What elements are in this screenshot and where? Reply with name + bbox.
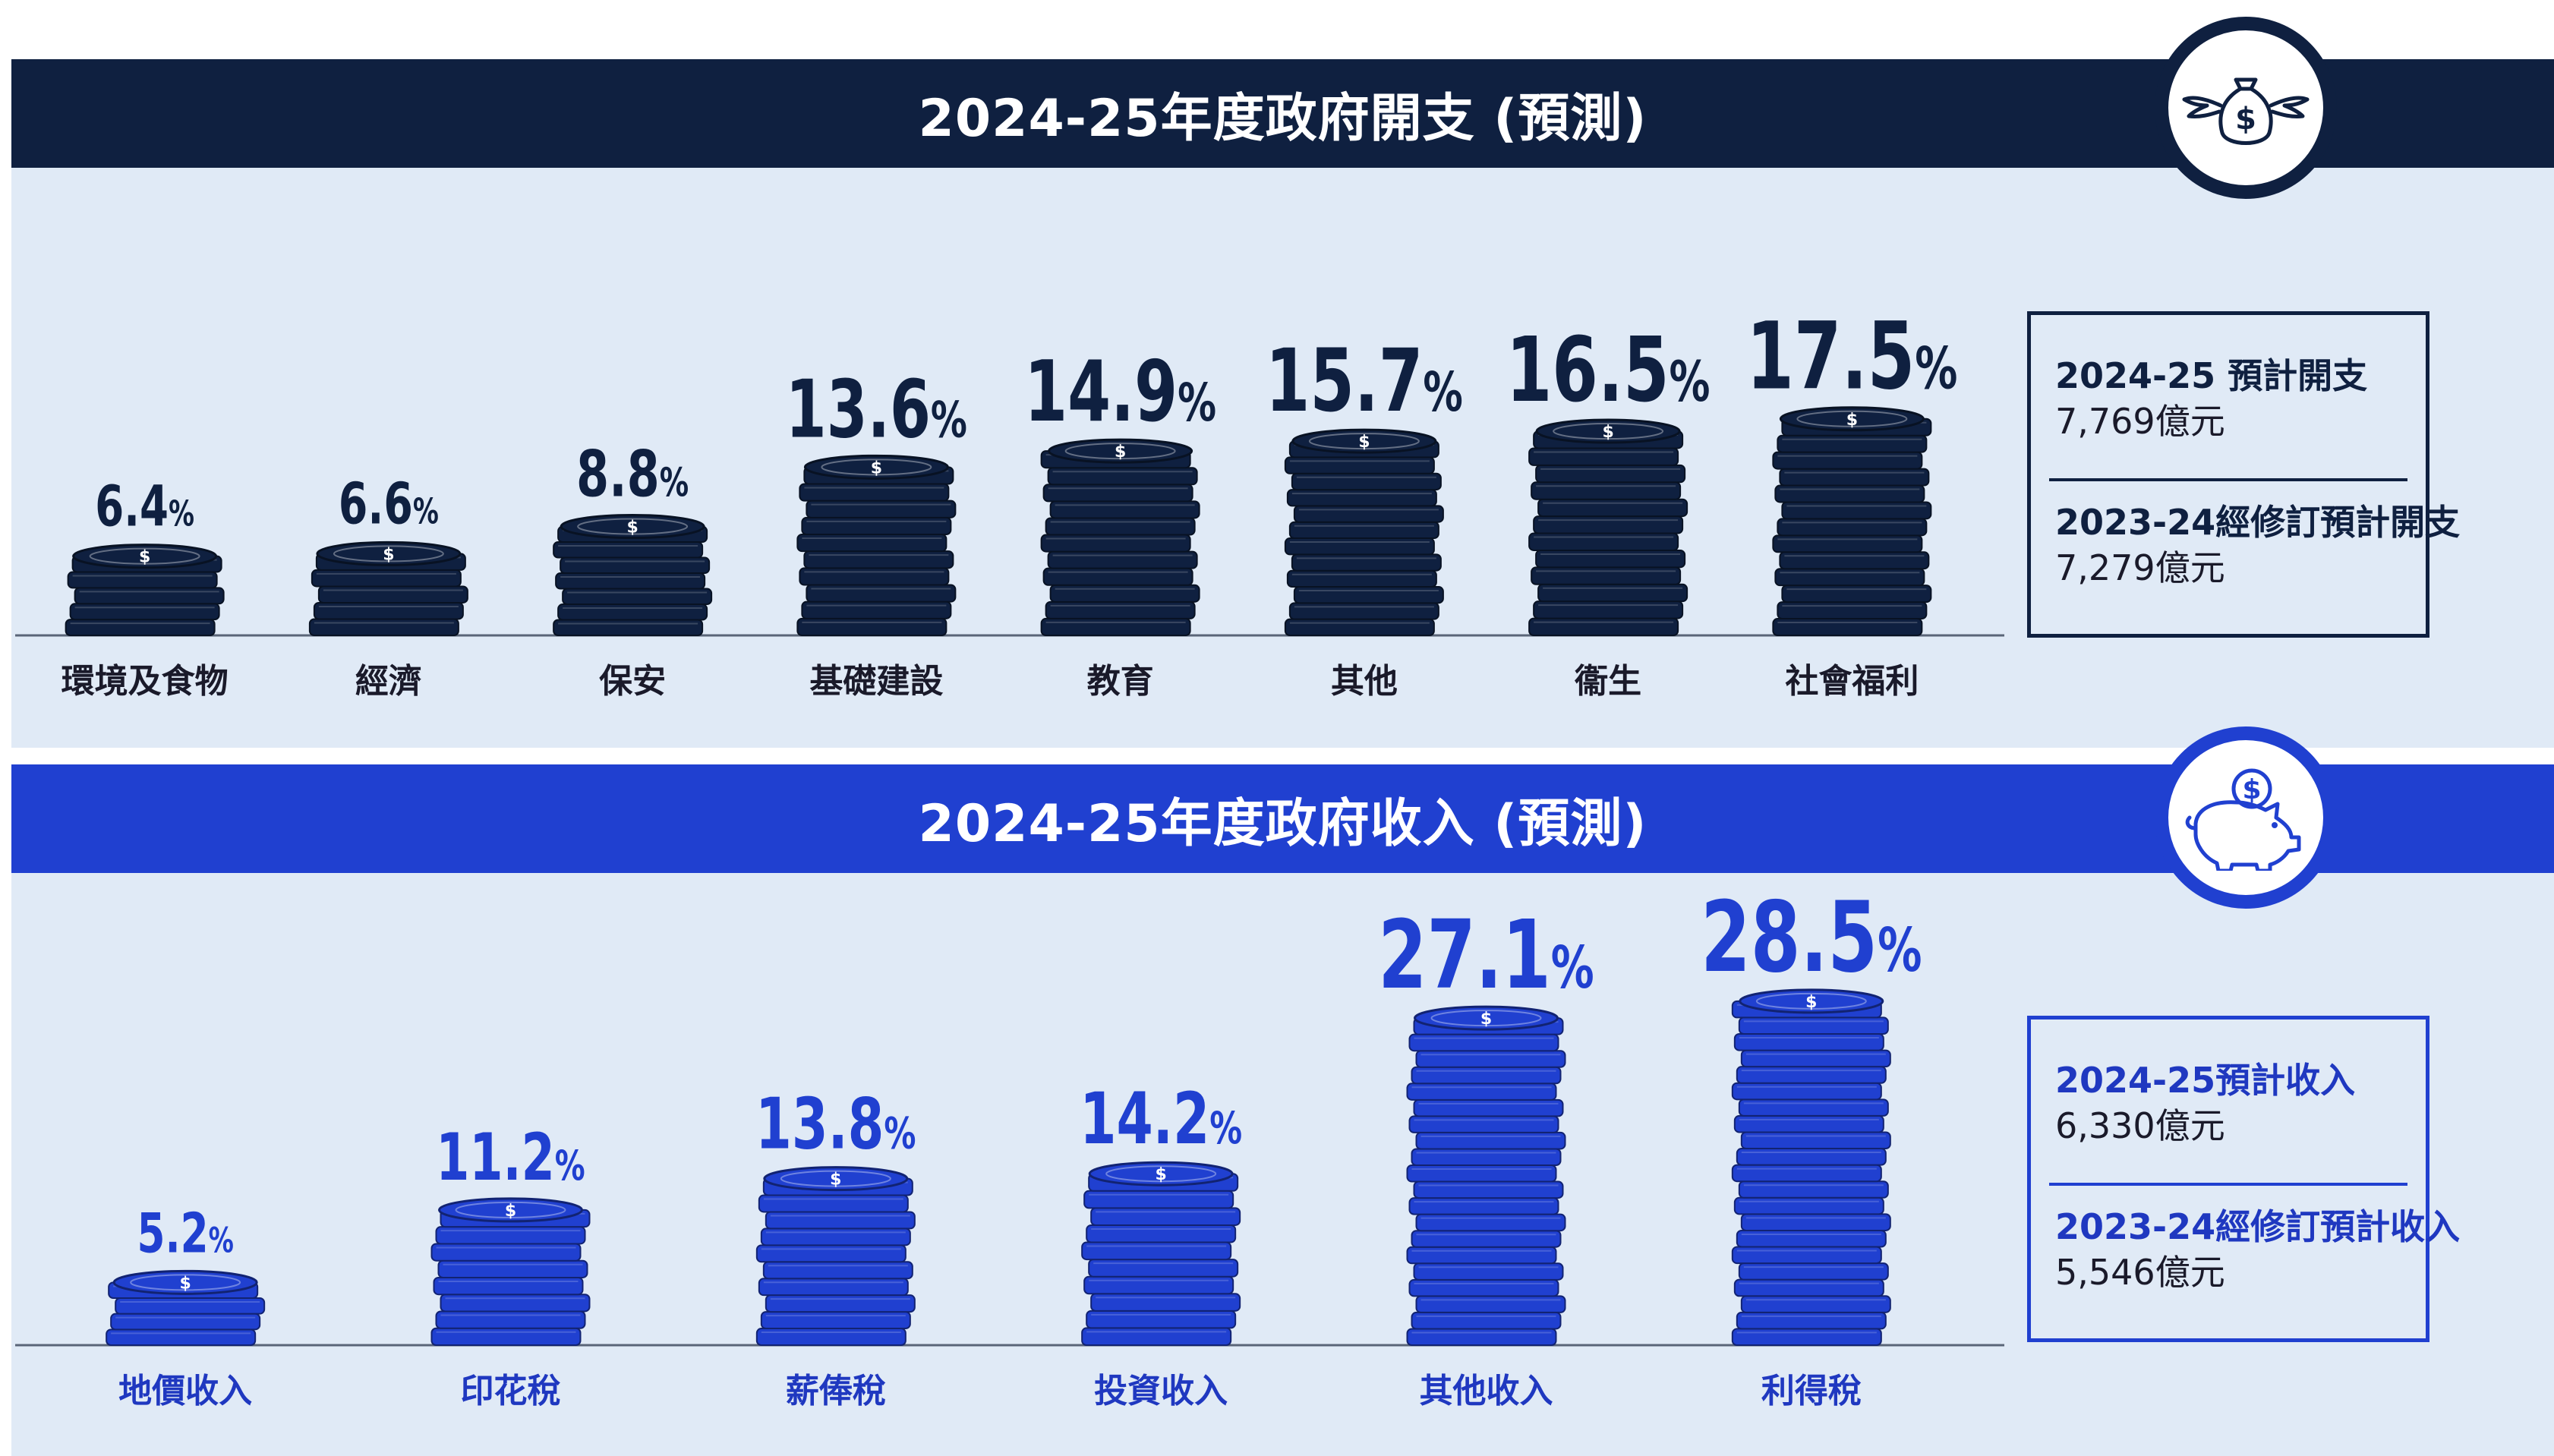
svg-text:$: $: [1115, 443, 1126, 462]
data-label: 5.2%: [137, 1202, 233, 1265]
category-label: 薪俸稅: [786, 1372, 886, 1410]
data-label: 6.6%: [339, 471, 439, 537]
coin-stack-bar: $: [1040, 438, 1200, 636]
revenue-title: 2024-25年度政府收入 (預測): [11, 764, 2554, 873]
svg-text:$: $: [139, 548, 150, 567]
coin-stack-bar: $: [1081, 1161, 1241, 1346]
category-label: 基礎建設: [809, 662, 943, 701]
category-label: 衞生: [1574, 662, 1641, 701]
current-expenditure-label: 2024-25 預計開支: [2055, 355, 2368, 396]
expenditure-title: 2024-25年度政府開支 (預測): [11, 59, 2554, 168]
category-label: 其他: [1331, 662, 1398, 701]
data-label: 11.2%: [436, 1119, 585, 1196]
data-label: 14.9%: [1024, 342, 1216, 440]
svg-text:$: $: [1805, 993, 1817, 1012]
coin-stack-bar: $: [1772, 406, 1932, 636]
coin-stack-bar: $: [1731, 988, 1891, 1347]
current-revenue-value: 6,330億元: [2055, 1105, 2225, 1146]
current-revenue-label: 2024-25預計收入: [2055, 1060, 2356, 1101]
data-label: 28.5%: [1701, 881, 1922, 994]
category-label: 保安: [599, 662, 666, 701]
info-divider: [2049, 478, 2407, 481]
data-label: 13.8%: [755, 1083, 916, 1165]
info-divider: [2049, 1183, 2407, 1186]
category-label: 投資收入: [1094, 1372, 1228, 1410]
category-label: 經濟: [355, 662, 422, 701]
revenue-chart: $5.2% 地價收入 $11.2% 印花稅 $13.8% 薪俸稅 $14.2% 投資收入 $27…: [15, 881, 2004, 1410]
piggy-bank-icon: $: [2155, 726, 2337, 909]
data-label: 27.1%: [1378, 900, 1594, 1010]
money-bag-with-wings-icon: $: [2155, 17, 2337, 199]
coin-stack-bar: $: [1528, 418, 1688, 637]
coin-stack-bar: $: [553, 514, 713, 636]
previous-revenue-value: 5,546億元: [2055, 1252, 2225, 1293]
previous-revenue-label: 2023-24經修訂預計收入: [2055, 1206, 2461, 1247]
category-label: 環境及食物: [61, 662, 229, 701]
category-label: 其他收入: [1420, 1372, 1553, 1410]
svg-text:$: $: [1480, 1010, 1492, 1029]
category-label: 教育: [1087, 662, 1154, 701]
coin-stack-bar: $: [430, 1197, 591, 1346]
data-label: 14.2%: [1080, 1078, 1242, 1161]
coin-stack-bar: $: [796, 454, 957, 636]
category-label: 社會福利: [1785, 662, 1919, 701]
category-label: 地價收入: [118, 1372, 252, 1410]
data-label: 17.5%: [1746, 303, 1957, 411]
coin-stack-bar: $: [1284, 428, 1444, 637]
current-expenditure-value: 7,769億元: [2055, 401, 2225, 442]
expenditure-info-box: 2024-25 預計開支 7,769億元 2023-24經修訂預計開支 7,27…: [2027, 311, 2460, 638]
svg-text:$: $: [830, 1171, 841, 1190]
category-label: 利得稅: [1761, 1372, 1862, 1410]
previous-expenditure-value: 7,279億元: [2055, 547, 2225, 588]
data-label: 6.4%: [95, 474, 194, 539]
coin-stack-bar: $: [308, 540, 468, 637]
data-label: 13.6%: [786, 363, 967, 455]
svg-text:$: $: [1846, 411, 1858, 430]
expenditure-chart: $6.4% 環境及食物 $6.6% 經濟 $8.8% 保安 $13.6% 基礎建設 $14.9%…: [15, 303, 2004, 701]
data-label: 15.7%: [1266, 330, 1463, 431]
coin-stack-bar: $: [106, 1269, 266, 1347]
coin-stack-bar: $: [65, 544, 225, 636]
revenue-info-box: 2024-25預計收入 6,330億元 2023-24經修訂預計收入 5,546…: [2027, 1016, 2460, 1342]
category-label: 印花稅: [461, 1372, 561, 1410]
svg-text:$: $: [2242, 774, 2261, 805]
data-label: 8.8%: [576, 438, 689, 512]
data-label: 16.5%: [1506, 319, 1711, 423]
coin-stack-bar: $: [1406, 1005, 1566, 1347]
svg-text:$: $: [1358, 433, 1370, 452]
svg-text:$: $: [1602, 423, 1613, 442]
svg-text:$: $: [626, 518, 638, 537]
coin-stack-bar: $: [755, 1166, 916, 1346]
svg-text:$: $: [871, 459, 882, 477]
svg-text:$: $: [383, 545, 394, 564]
previous-expenditure-label: 2023-24經修訂預計開支: [2055, 502, 2461, 543]
svg-text:$: $: [2235, 102, 2256, 137]
svg-text:$: $: [505, 1202, 516, 1221]
svg-text:$: $: [180, 1274, 191, 1293]
svg-text:$: $: [1156, 1165, 1167, 1184]
